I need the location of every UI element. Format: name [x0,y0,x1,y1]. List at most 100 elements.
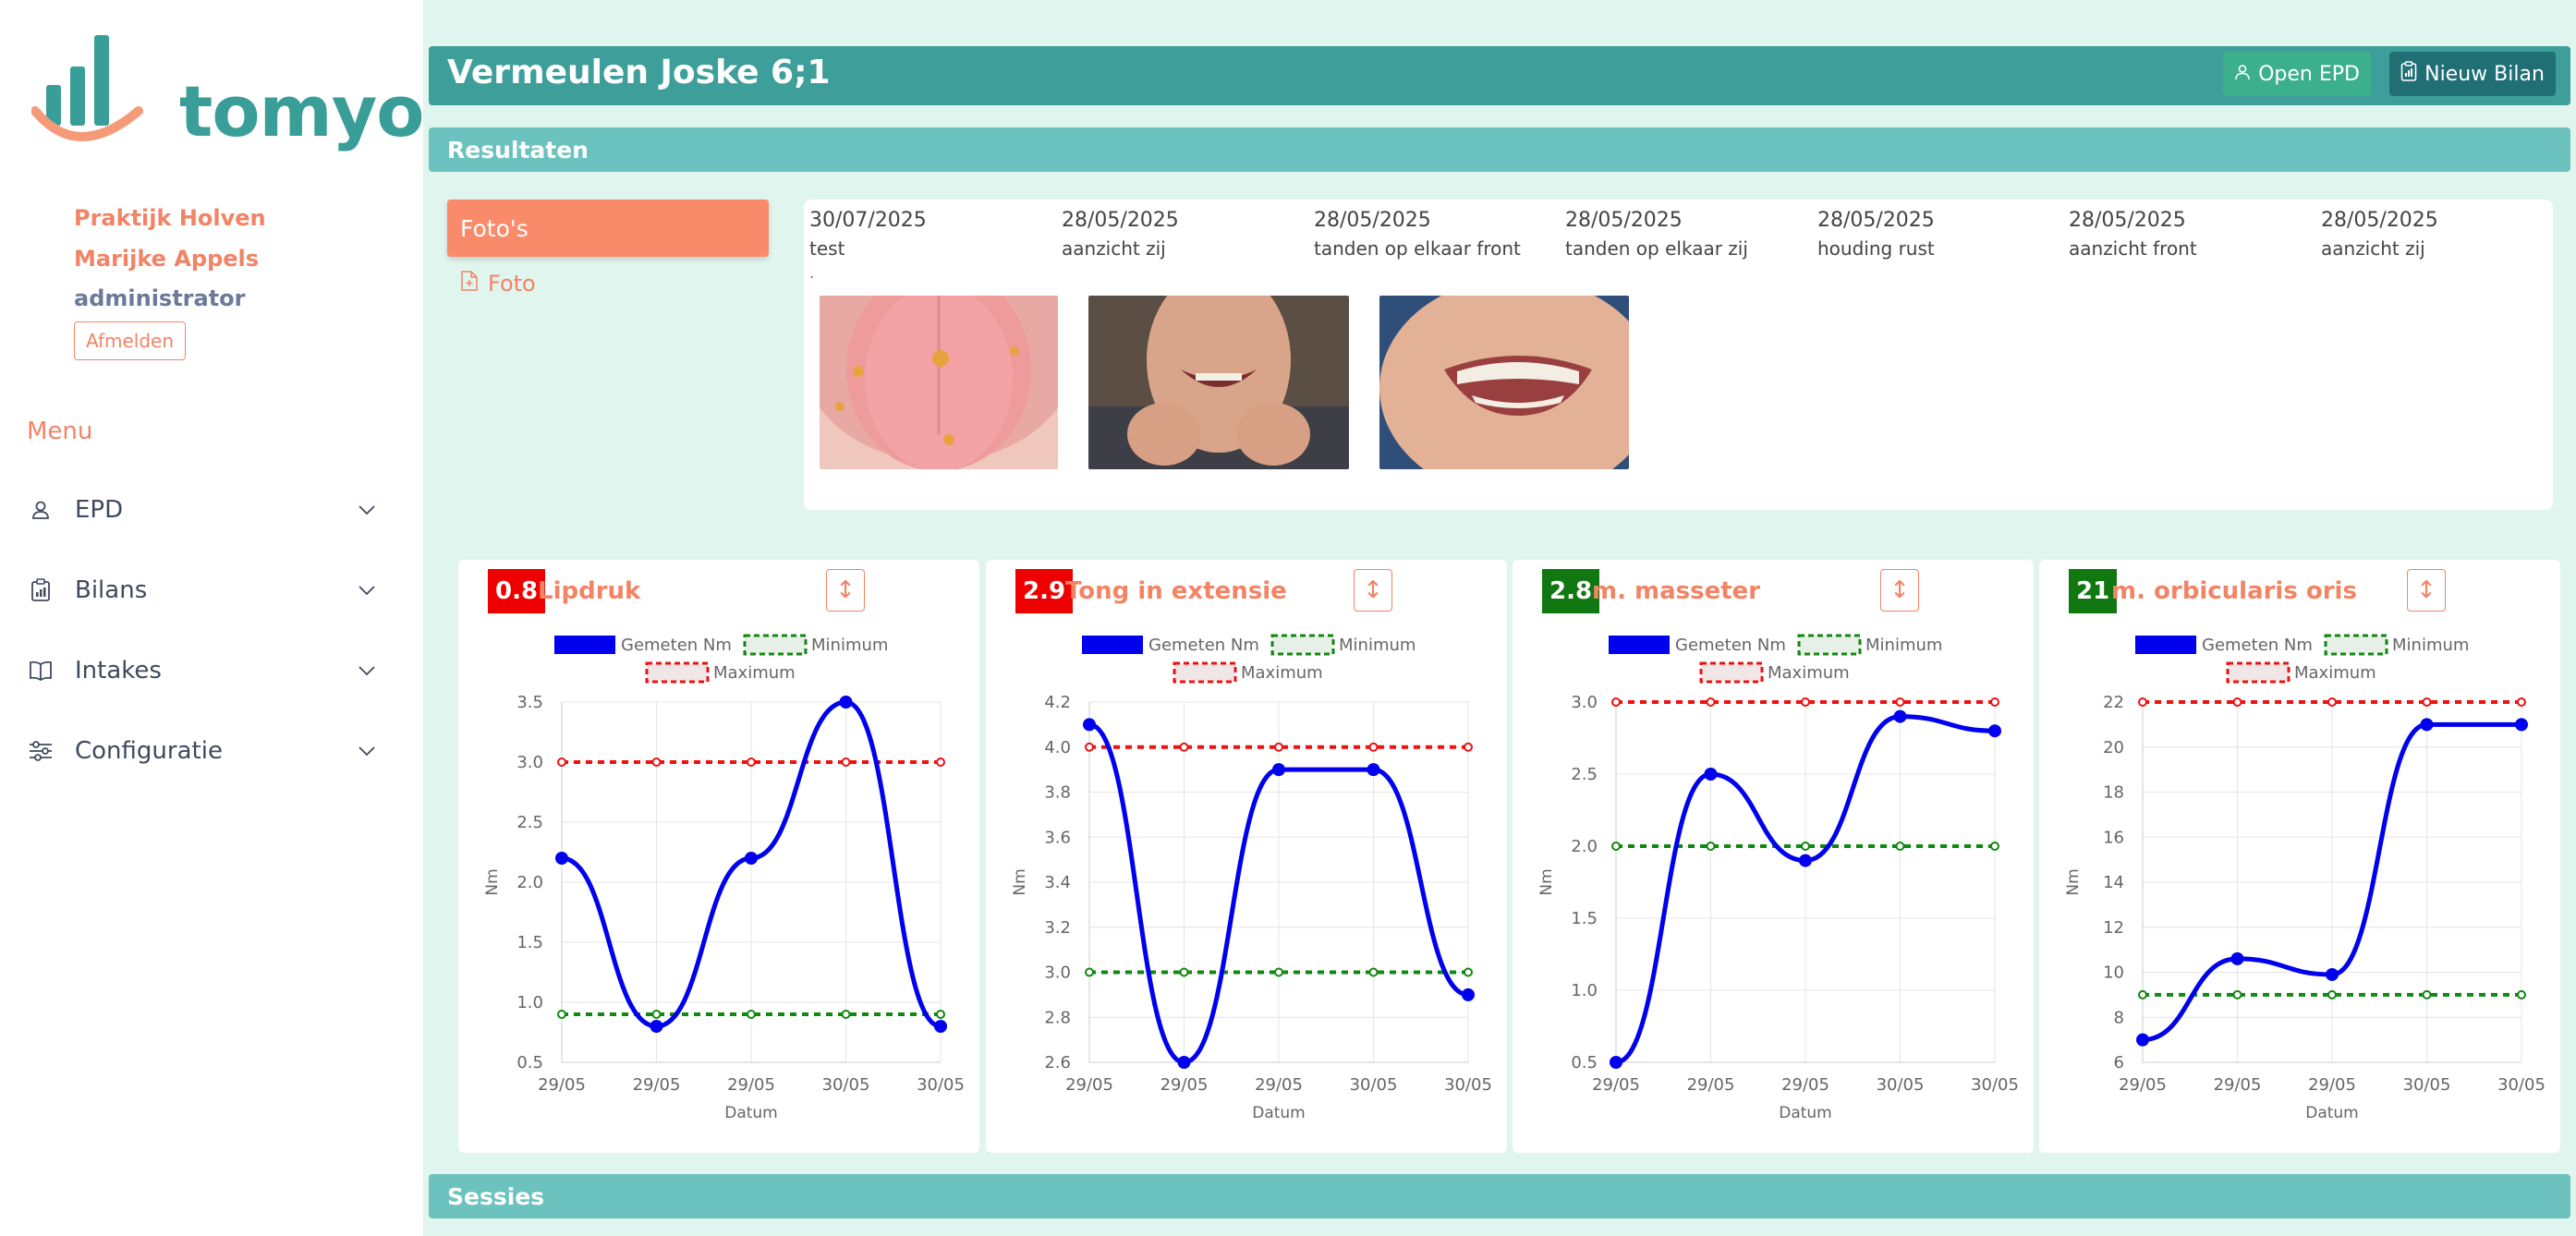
x-tick-label: 30/05 [2403,1075,2451,1095]
photo-thumbnail[interactable] [1379,296,1629,469]
data-point-maximum [2232,697,2242,707]
y-tick-label: 12 [2103,918,2124,938]
data-point-maximum [1085,742,1094,752]
score-badge: 2.9 [1015,569,1074,613]
chevron-down-icon [356,660,378,682]
data-point-minimum [841,1010,851,1019]
open-epd-button[interactable]: Open EPD [2223,52,2371,96]
data-point-minimum [936,1010,945,1019]
y-tick-label: 2.5 [1571,765,1598,784]
chart-grid [1088,701,1469,1063]
x-tick-label: 30/05 [1444,1075,1492,1095]
y-tick-label: 2.6 [1044,1053,1071,1072]
photo-label: aanzicht zij [2321,237,2425,260]
add-photo-label: Foto [488,271,536,297]
legend-swatch-minimum [2324,634,2388,656]
data-point-maximum [1274,742,1283,752]
series-maximum [2138,697,2526,707]
data-point-maximum [1895,697,1905,707]
vertical-arrows-icon: ↕ [2416,576,2436,604]
legend-label-maximum: Maximum [713,663,796,683]
chart-grid [1615,701,1996,1063]
data-point-minimum [1179,967,1189,977]
line-chart: Gemeten Nm Minimum Maximum 22 20 18 16 14 12 10 8 6… [2064,634,2546,1122]
x-tick-label: 29/05 [2214,1075,2262,1095]
photo-entry[interactable]: 28/05/2025 aanzicht zij [1062,207,1311,262]
series-maximum [557,757,945,767]
photo-date: 28/05/2025 [1817,209,1935,232]
y-tick-label: 3.8 [1044,783,1071,803]
data-point-measured [1799,854,1812,867]
expand-toggle-button[interactable]: ↕ [2407,569,2446,612]
data-point-minimum [557,1010,566,1019]
chart-title: m. orbicularis oris [2111,577,2357,605]
chart-card-orbicularis-oris: 21 m. orbicularis oris ↕ Gemeten Nm Minim… [2039,560,2560,1153]
y-tick-label: 3.0 [1044,963,1071,983]
sidebar: tomyo Praktijk Holven Marijke Appels adm… [0,0,424,1236]
legend-label-minimum: Minimum [2392,636,2469,655]
series-line-measured [2142,721,2521,1043]
photo-entry[interactable]: 28/05/2025 tanden op elkaar front [1314,207,1563,262]
tab-photos[interactable]: Foto's [447,200,769,257]
photo-entry[interactable]: 28/05/2025 tanden op elkaar zij [1565,207,1815,262]
results-section-header[interactable]: Resultaten [429,127,2570,172]
sliders-icon [27,737,55,765]
photo-entry[interactable]: 30/07/2025 test [809,207,1059,262]
new-bilan-button[interactable]: Nieuw Bilan [2389,52,2556,96]
series-maximum [1611,697,1999,707]
data-point-measured [1272,763,1285,777]
data-point-maximum [2422,697,2432,707]
photo-date: 28/05/2025 [2321,209,2438,232]
x-tick-label: 29/05 [1687,1075,1735,1095]
photo-label: test [809,237,845,260]
photo-entry[interactable]: 28/05/2025 houding rust [1817,207,2067,262]
line-chart: Gemeten Nm Minimum Maximum 3.5 3.0 2.5 2.0 1.5 1… [483,634,965,1122]
add-photo-button[interactable]: Foto [460,270,536,297]
menu-item-epd[interactable]: EPD [27,487,378,533]
expand-toggle-button[interactable]: ↕ [1354,569,1392,612]
data-point-measured [2230,951,2244,965]
series-measured [2136,718,2528,1047]
photo-entry[interactable]: 28/05/2025 aanzicht zij [2321,207,2570,262]
menu-item-label: EPD [75,496,124,524]
y-tick-label: 20 [2103,738,2124,757]
x-tick-label: 29/05 [633,1075,681,1095]
data-point-maximum [747,757,756,767]
data-point-minimum [1990,842,1999,851]
legend-label-maximum: Maximum [2294,663,2376,683]
user-role: administrator [74,285,246,311]
menu-item-bilans[interactable]: Bilans [27,567,378,613]
chart-legend: Gemeten Nm Minimum Maximum [554,634,888,684]
book-icon [27,657,55,685]
photo-label: aanzicht front [2069,237,2197,260]
sessions-section-header[interactable]: Sessies [429,1174,2570,1218]
data-point-measured [2420,718,2434,732]
logout-button[interactable]: Afmelden [74,321,187,360]
menu-item-configuratie[interactable]: Configuratie [27,728,378,774]
photo-entry[interactable]: 28/05/2025 aanzicht front [2069,207,2318,262]
y-tick-label: 8 [2114,1008,2124,1027]
data-point-minimum [1274,967,1283,977]
expand-toggle-button[interactable]: ↕ [1880,569,1919,612]
data-point-measured [1988,724,2001,738]
chevron-down-icon [356,579,378,601]
legend-swatch-maximum [2226,661,2290,684]
photo-thumbnail[interactable] [1088,296,1349,469]
x-tick-label: 30/05 [1877,1075,1925,1095]
menu-item-intakes[interactable]: Intakes [27,648,378,694]
series-minimum [557,1010,945,1019]
series-minimum [2138,989,2526,1000]
score-badge: 21 [2069,569,2118,613]
data-point-measured [2515,718,2528,732]
y-tick-label: 6 [2114,1053,2124,1072]
expand-toggle-button[interactable]: ↕ [826,569,865,612]
chart-card-tong-in-extensie: 2.9 Tong in extensie ↕ Gemeten Nm Minimum… [986,560,1507,1153]
new-bilan-label: Nieuw Bilan [2424,62,2545,86]
vertical-arrows-icon: ↕ [1889,576,1910,604]
y-tick-label: 22 [2103,693,2124,712]
photo-thumbnail[interactable] [820,296,1058,469]
data-point-minimum [1801,842,1810,851]
tomyo-logo[interactable]: tomyo [30,33,424,153]
x-axis-label: Datum [1252,1104,1306,1122]
data-point-measured [1177,1056,1191,1069]
